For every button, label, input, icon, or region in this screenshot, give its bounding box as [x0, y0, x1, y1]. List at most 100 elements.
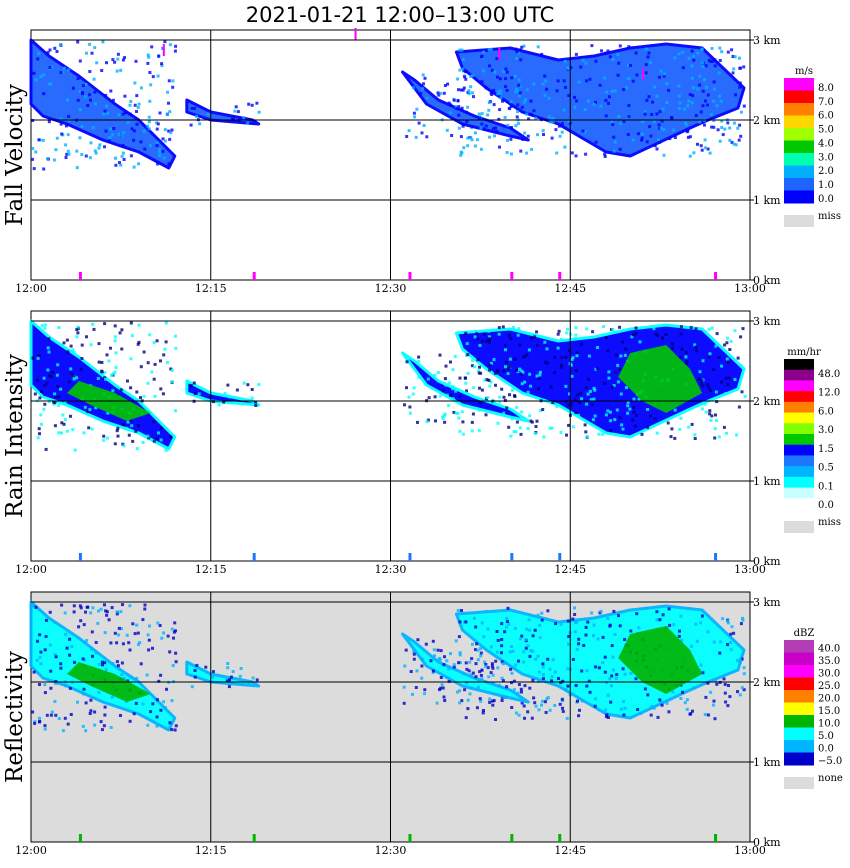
echo-pixel — [442, 91, 446, 95]
echo-pixel — [528, 686, 532, 690]
echo-pixel — [114, 163, 118, 167]
echo-pixel — [257, 383, 261, 387]
echo-pixel — [583, 423, 587, 427]
ground-echo — [252, 272, 256, 280]
echo-pixel — [644, 606, 648, 610]
echo-pixel — [226, 383, 230, 387]
echo-pixel — [47, 350, 51, 354]
echo-pixel — [665, 101, 669, 104]
echo-pixel — [90, 630, 94, 634]
echo-pixel — [510, 671, 514, 675]
echo-pixel — [686, 135, 690, 139]
echo-pixel — [257, 110, 261, 114]
echo-pixel — [468, 692, 472, 696]
echo-pixel — [251, 676, 255, 680]
echo-pixel — [743, 395, 747, 398]
echo-pixel — [480, 54, 484, 58]
echo-pixel — [662, 74, 666, 78]
echo-pixel — [56, 385, 60, 388]
echo-pixel — [103, 631, 107, 635]
echo-pixel — [627, 45, 631, 49]
echo-pixel — [504, 625, 508, 629]
echo-pixel — [112, 127, 116, 130]
echo-pixel — [173, 621, 177, 625]
echo-pixel — [116, 57, 120, 61]
echo-pixel — [150, 45, 154, 49]
echo-pixel — [49, 375, 53, 379]
echo-pixel — [730, 140, 734, 144]
echo-pixel — [529, 112, 533, 116]
echo-pixel — [53, 401, 57, 405]
x-tick-label: 12:45 — [554, 563, 586, 576]
echo-pixel — [654, 332, 658, 336]
echo-pixel — [584, 386, 588, 390]
echo-pixel — [704, 85, 708, 89]
legend-swatch — [784, 178, 814, 191]
echo-pixel — [513, 74, 517, 78]
echo-pixel — [412, 386, 416, 390]
echo-pixel — [699, 382, 703, 385]
echo-pixel — [475, 642, 479, 646]
echo-pixel — [157, 679, 161, 683]
echo-pixel — [719, 99, 723, 103]
echo-pixel — [435, 701, 439, 705]
echo-pixel — [497, 332, 501, 336]
echo-pixel — [506, 123, 510, 127]
echo-pixel — [731, 55, 735, 58]
echo-pixel — [592, 386, 596, 390]
echo-pixel — [31, 147, 35, 150]
echo-pixel — [235, 388, 239, 392]
echo-pixel — [46, 157, 49, 161]
echo-pixel — [571, 425, 575, 429]
echo-pixel — [474, 662, 478, 666]
ground-echo — [408, 272, 412, 280]
echo-pixel — [447, 679, 451, 683]
echo-pixel — [119, 627, 123, 631]
echo-pixel — [90, 647, 94, 651]
echo-pixel — [660, 703, 664, 707]
echo-pixel — [43, 724, 47, 728]
echo-pixel — [712, 125, 716, 129]
echo-pixel — [668, 137, 672, 141]
echo-pixel — [739, 335, 743, 339]
echo-pixel — [568, 392, 571, 396]
ground-echo — [510, 553, 514, 561]
echo-pixel — [738, 123, 742, 127]
legend-swatch — [784, 652, 814, 666]
echo-pixel — [168, 43, 172, 47]
echo-pixel — [703, 146, 707, 150]
echo-pixel — [103, 705, 107, 709]
echo-pixel — [545, 361, 549, 365]
echo-pixel — [577, 413, 580, 417]
echo-pixel — [460, 699, 464, 703]
echo-pixel — [509, 337, 513, 340]
echo-pixel — [726, 643, 729, 647]
echo-pixel — [163, 706, 167, 710]
echo-pixel — [444, 364, 448, 368]
echo-pixel — [621, 340, 625, 344]
x-tick-label: 12:45 — [554, 844, 586, 857]
echo-pixel — [492, 358, 496, 362]
echo-pixel — [120, 134, 124, 138]
echo-pixel — [152, 341, 156, 345]
echo-pixel — [655, 112, 659, 116]
echo-pixel — [60, 421, 64, 425]
echo-pixel — [119, 388, 123, 392]
echo-pixel — [738, 66, 742, 70]
echo-pixel — [84, 729, 88, 733]
echo-pixel — [78, 108, 82, 112]
echo-pixel — [44, 447, 48, 451]
echo-pixel — [120, 328, 124, 332]
legend-level: −5.0 — [818, 756, 842, 767]
echo-pixel — [457, 416, 461, 420]
echo-pixel — [732, 142, 736, 146]
echo-pixel — [514, 711, 518, 715]
echo-pixel — [512, 688, 516, 692]
legend-unit: mm/hr — [787, 347, 821, 358]
legend-swatch — [784, 455, 814, 467]
echo-pixel — [433, 395, 437, 399]
echo-pixel — [503, 116, 507, 119]
x-tick-label: 12:30 — [375, 844, 407, 857]
echo-pixel — [560, 356, 564, 359]
